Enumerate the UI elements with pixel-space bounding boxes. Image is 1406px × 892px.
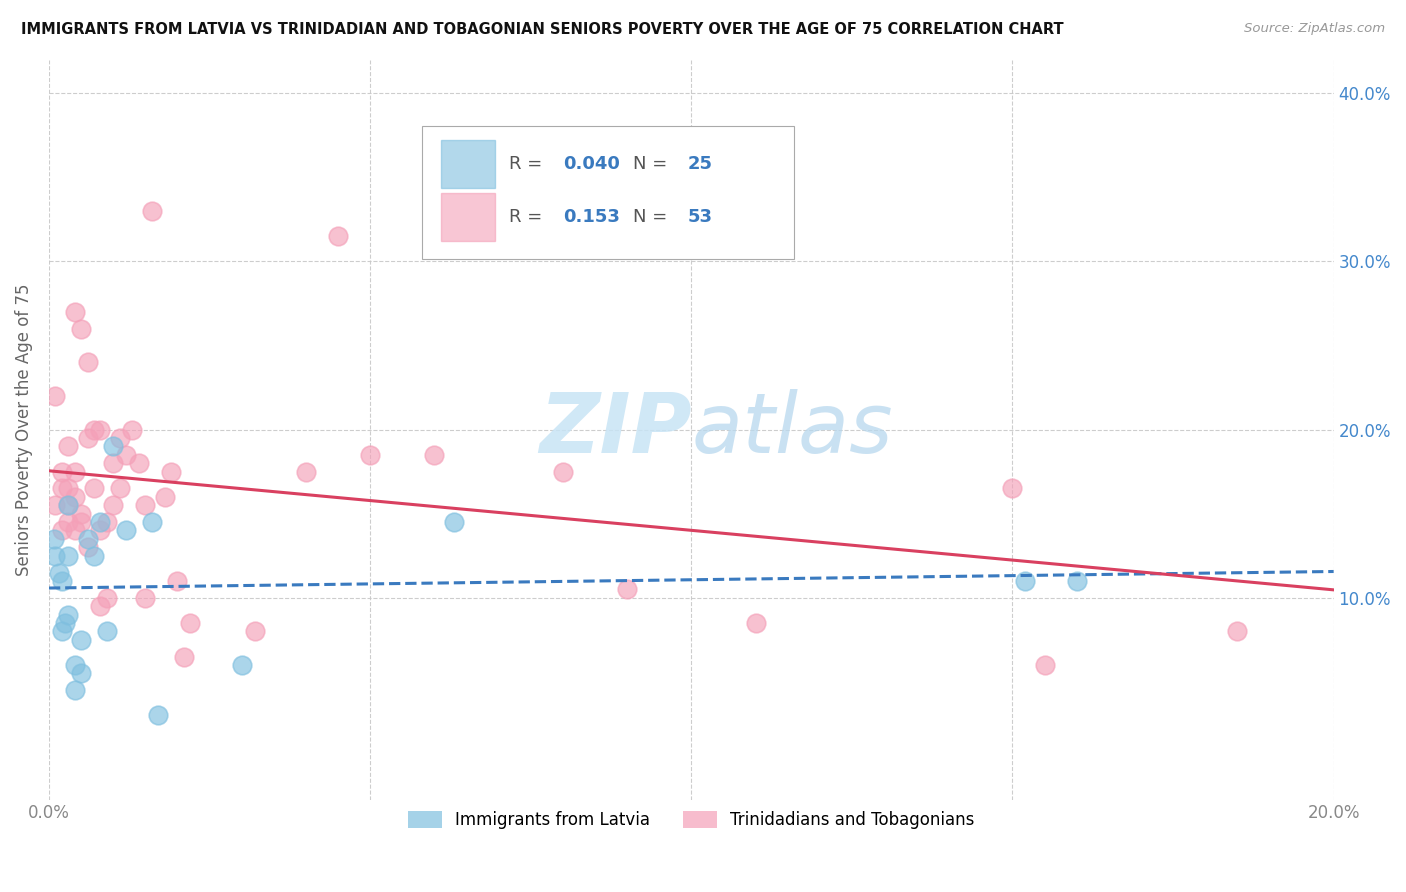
Point — [76, 541, 98, 555]
Point — [1001, 482, 1024, 496]
Point — [121, 423, 143, 437]
Point — [44, 498, 66, 512]
Point — [160, 465, 183, 479]
Point — [153, 490, 176, 504]
Point — [128, 456, 150, 470]
Point — [134, 498, 156, 512]
Point — [1226, 624, 1249, 639]
Text: IMMIGRANTS FROM LATVIA VS TRINIDADIAN AND TOBAGONIAN SENIORS POVERTY OVER THE AG: IMMIGRANTS FROM LATVIA VS TRINIDADIAN AN… — [21, 22, 1064, 37]
Point — [58, 607, 80, 622]
FancyBboxPatch shape — [441, 139, 495, 187]
Point — [70, 632, 93, 647]
Point — [83, 482, 105, 496]
Point — [44, 549, 66, 563]
Text: N =: N = — [634, 208, 673, 227]
Point — [70, 507, 93, 521]
Point — [96, 515, 118, 529]
Y-axis label: Seniors Poverty Over the Age of 75: Seniors Poverty Over the Age of 75 — [15, 284, 32, 576]
Point — [76, 431, 98, 445]
Point — [103, 498, 125, 512]
Point — [76, 355, 98, 369]
Point — [108, 431, 131, 445]
Point — [146, 708, 169, 723]
Point — [58, 482, 80, 496]
Point — [51, 574, 73, 588]
Point — [83, 549, 105, 563]
Point — [456, 203, 478, 218]
Point — [359, 448, 381, 462]
FancyBboxPatch shape — [422, 126, 794, 260]
Point — [326, 229, 349, 244]
Point — [58, 498, 80, 512]
Point — [83, 423, 105, 437]
Point — [89, 524, 111, 538]
Point — [115, 524, 138, 538]
Text: ZIP: ZIP — [538, 389, 692, 470]
Point — [423, 448, 446, 462]
Text: R =: R = — [509, 208, 554, 227]
Point — [115, 448, 138, 462]
Point — [42, 532, 65, 546]
Point — [63, 490, 86, 504]
Point — [51, 524, 73, 538]
Point — [58, 439, 80, 453]
Legend: Immigrants from Latvia, Trinidadians and Tobagonians: Immigrants from Latvia, Trinidadians and… — [402, 804, 981, 836]
Point — [103, 439, 125, 453]
Point — [96, 591, 118, 605]
Point — [89, 599, 111, 614]
Point — [243, 624, 266, 639]
Point — [96, 624, 118, 639]
Point — [89, 515, 111, 529]
Point — [70, 666, 93, 681]
Text: 53: 53 — [688, 208, 713, 227]
Point — [173, 649, 195, 664]
Point — [1066, 574, 1088, 588]
Text: 0.040: 0.040 — [562, 155, 620, 173]
Point — [76, 532, 98, 546]
Point — [51, 465, 73, 479]
Point — [1033, 658, 1056, 673]
Point — [108, 482, 131, 496]
Text: Source: ZipAtlas.com: Source: ZipAtlas.com — [1244, 22, 1385, 36]
Point — [58, 549, 80, 563]
Point — [63, 305, 86, 319]
Text: N =: N = — [634, 155, 673, 173]
Point — [551, 465, 574, 479]
Point — [134, 591, 156, 605]
Point — [63, 524, 86, 538]
Point — [51, 624, 73, 639]
Text: 0.153: 0.153 — [562, 208, 620, 227]
Point — [48, 566, 70, 580]
Point — [744, 615, 766, 630]
Point — [166, 574, 188, 588]
Point — [616, 582, 638, 597]
Point — [141, 515, 163, 529]
Point — [443, 515, 465, 529]
Point — [63, 658, 86, 673]
Point — [1014, 574, 1036, 588]
Point — [63, 683, 86, 698]
Point — [179, 615, 201, 630]
Point — [70, 515, 93, 529]
Point — [63, 465, 86, 479]
Point — [295, 465, 318, 479]
FancyBboxPatch shape — [441, 193, 495, 241]
Point — [70, 321, 93, 335]
Point — [103, 456, 125, 470]
Point — [44, 389, 66, 403]
Text: atlas: atlas — [692, 389, 893, 470]
Point — [58, 498, 80, 512]
Text: R =: R = — [509, 155, 548, 173]
Point — [58, 515, 80, 529]
Point — [141, 203, 163, 218]
Text: 25: 25 — [688, 155, 713, 173]
Point — [231, 658, 253, 673]
Point — [53, 615, 76, 630]
Point — [89, 423, 111, 437]
Point — [51, 482, 73, 496]
